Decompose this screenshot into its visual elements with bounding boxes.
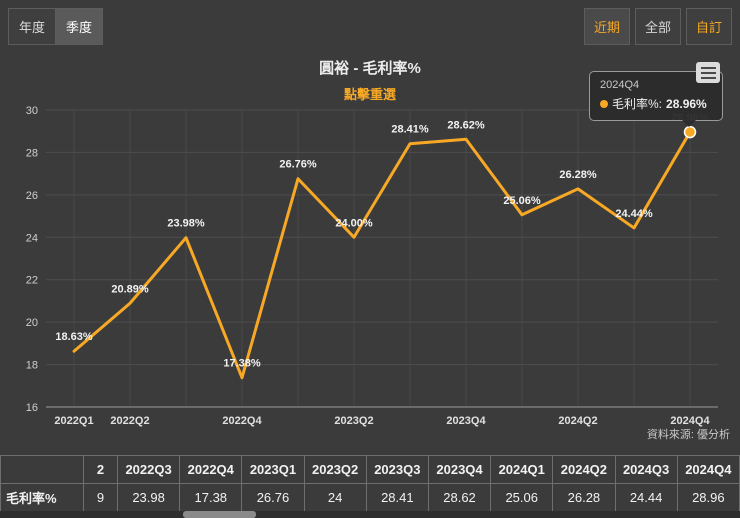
table-body: 毛利率% 9 23.98 17.38 26.76 24 28.41 28.62 25.06 26.…	[0, 483, 740, 512]
point-label: 26.28%	[559, 169, 597, 181]
y-axis-label: 26	[26, 190, 38, 202]
value-cell: 23.98	[116, 483, 181, 512]
x-axis-label: 2022Q4	[222, 415, 262, 427]
value-cell: 24	[303, 483, 367, 512]
table-row: 毛利率% 9 23.98 17.38 26.76 24 28.41 28.62 25.06 26.…	[0, 483, 740, 512]
table-col-header: 2022Q4	[179, 455, 243, 484]
custom-range-button[interactable]: 自訂	[685, 8, 732, 45]
y-axis-label: 22	[26, 275, 38, 287]
value-cell: 28.41	[365, 483, 429, 512]
y-axis-label: 28	[26, 147, 38, 159]
point-label: 25.06%	[503, 195, 541, 207]
series-line[interactable]	[72, 130, 692, 380]
tooltip-title: 2024Q4	[600, 79, 640, 91]
value-cell: 26.76	[241, 483, 305, 512]
period-toggle-group: 年度 季度	[8, 8, 104, 45]
tooltip-value-row: 毛利率%: 28.96%	[600, 95, 712, 112]
tooltip-arrow	[682, 120, 696, 127]
value-cell: 9	[83, 483, 118, 512]
tooltip-value: 28.96%	[666, 96, 707, 111]
table-header-row: 2 2022Q3 2022Q4 2023Q1 2023Q2 2023Q3 2023Q4 202…	[0, 455, 740, 484]
quarterly-data-table-wrap: 2 2022Q3 2022Q4 2023Q1 2023Q2 2023Q3 2023Q4 202…	[0, 455, 740, 512]
chart-title: 圓裕 - 毛利率%	[319, 60, 421, 77]
hamburger-icon-line	[700, 71, 716, 74]
y-axis-label: 30	[26, 105, 38, 117]
table-col-header: 2024Q1	[490, 455, 554, 484]
recent-range-button[interactable]: 近期	[583, 8, 630, 45]
x-axis-label: 2024Q2	[558, 415, 597, 427]
range-toggle-group: 近期 全部 自訂	[583, 8, 732, 45]
quarter-button[interactable]: 季度	[56, 8, 104, 45]
point-label: 24.44%	[615, 208, 653, 220]
all-range-button[interactable]: 全部	[634, 8, 681, 45]
table-col-header: 2024Q2	[552, 455, 616, 484]
scrollbar-thumb[interactable]	[183, 511, 256, 518]
chart-context-menu-button[interactable]	[696, 62, 720, 83]
value-cell: 24.44	[614, 483, 678, 512]
point-label: 28.41%	[391, 124, 429, 136]
y-axis-label: 16	[26, 402, 38, 414]
hamburger-icon-line	[700, 66, 716, 69]
table-col-header: 2024Q4	[676, 455, 740, 484]
value-cell: 28.96	[676, 483, 740, 512]
horizontal-scrollbar[interactable]	[0, 511, 740, 518]
highlighted-point-marker[interactable]	[683, 125, 697, 139]
table-col-header: 2024Q3	[614, 455, 678, 484]
year-button[interactable]: 年度	[8, 8, 57, 45]
chart-subtitle: 點擊重選	[343, 87, 396, 102]
value-cell: 26.28	[552, 483, 616, 512]
point-label: 18.63%	[55, 331, 93, 343]
data-source-note: 資料來源: 優分析	[646, 429, 730, 441]
row-label-cell: 毛利率%	[0, 483, 84, 512]
table-col-header: 2023Q3	[365, 455, 429, 484]
x-axis-label: 2024Q4	[670, 415, 710, 427]
table-col-header: 2	[83, 455, 118, 484]
point-label: 23.98%	[167, 218, 205, 230]
point-label: 17.38%	[223, 358, 261, 370]
y-axis-label: 18	[26, 360, 38, 372]
table-col-header: 2023Q1	[241, 455, 305, 484]
point-label: 26.76%	[279, 159, 317, 171]
table-corner-cell	[0, 455, 84, 484]
quarterly-data-table: 2 2022Q3 2022Q4 2023Q1 2023Q2 2023Q3 2023Q4 202…	[0, 455, 740, 512]
point-label: 20.89%	[111, 283, 149, 295]
x-axis-label: 2022Q2	[110, 415, 149, 427]
tooltip-series-label: 毛利率%:	[612, 97, 663, 111]
table-col-header: 2023Q4	[427, 455, 492, 484]
series-marker-dot	[600, 99, 608, 108]
value-cell: 25.06	[490, 483, 554, 512]
y-axis-label: 24	[26, 232, 38, 244]
x-axis-label: 2022Q1	[54, 415, 93, 427]
hamburger-icon-line	[700, 76, 716, 79]
value-cell: 28.62	[427, 483, 492, 512]
y-axis-label: 20	[26, 317, 38, 329]
value-cell: 17.38	[179, 483, 243, 512]
table-col-header: 2023Q2	[303, 455, 367, 484]
point-label: 24.00%	[335, 217, 373, 229]
table-col-header: 2022Q3	[116, 455, 181, 484]
point-label: 28.62%	[447, 119, 485, 131]
x-axis-label: 2023Q4	[446, 415, 486, 427]
x-axis-label: 2023Q2	[334, 415, 373, 427]
